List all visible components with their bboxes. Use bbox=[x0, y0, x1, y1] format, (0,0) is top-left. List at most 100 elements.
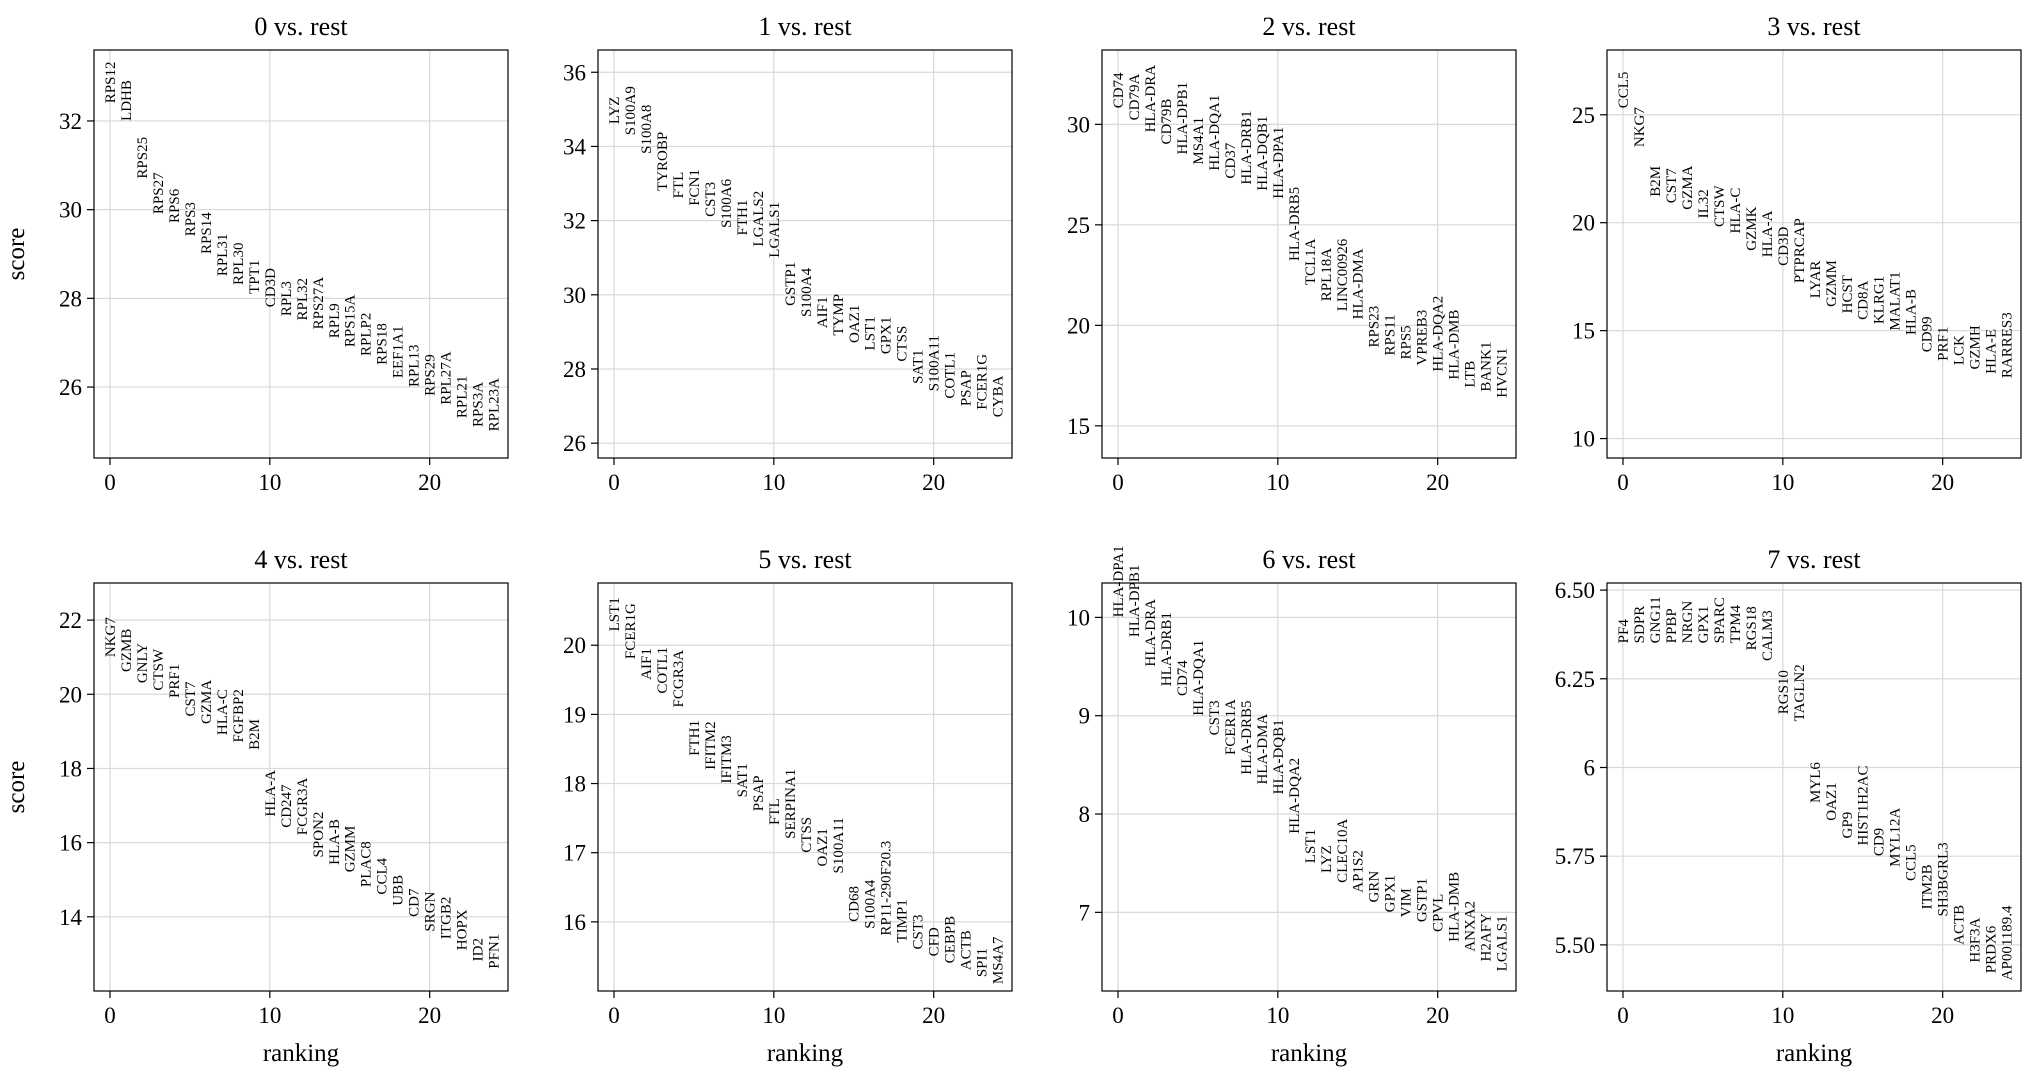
gene-label: CCL5 bbox=[1616, 72, 1632, 109]
gene-label: CD99 bbox=[1920, 316, 1936, 352]
gene-label: RPS15A bbox=[343, 294, 359, 347]
gene-label: ITM2B bbox=[1920, 864, 1936, 909]
x-tick-label: 20 bbox=[922, 470, 945, 495]
gene-label: HLA-DQB1 bbox=[1255, 116, 1271, 191]
gene-label: HLA-DPB1 bbox=[1175, 82, 1191, 155]
gene-label: HCST bbox=[1840, 275, 1856, 313]
gene-label: MYL12A bbox=[1888, 807, 1904, 866]
gene-label: GZMA bbox=[1680, 165, 1696, 209]
gene-label: MALAT1 bbox=[1888, 271, 1904, 330]
gene-label: RGS18 bbox=[1744, 606, 1760, 650]
gene-label: VPREB3 bbox=[1415, 310, 1431, 366]
gene-label: CD3D bbox=[263, 268, 279, 307]
gene-label: HLA-DMA bbox=[1255, 714, 1271, 785]
gene-label: PSAP bbox=[751, 775, 767, 811]
gene-label: CST7 bbox=[1664, 168, 1680, 204]
gene-label: HLA-DRA bbox=[1143, 599, 1159, 667]
gene-label: LYAR bbox=[1808, 261, 1824, 299]
gene-label: HIST1H2AC bbox=[1856, 766, 1872, 846]
gene-label: RPS11 bbox=[1383, 314, 1399, 355]
x-axis-label: ranking bbox=[767, 1040, 844, 1067]
x-tick-label: 0 bbox=[1112, 470, 1124, 495]
gene-label: CD247 bbox=[279, 784, 295, 828]
x-axis-label: ranking bbox=[263, 1040, 340, 1067]
gene-label: FTH1 bbox=[687, 720, 703, 756]
gene-label: CPVL bbox=[1431, 894, 1447, 932]
x-tick-label: 0 bbox=[608, 470, 620, 495]
x-tick-label: 20 bbox=[418, 1003, 441, 1028]
gene-label: CTSS bbox=[895, 326, 911, 362]
y-tick-label: 10 bbox=[1572, 427, 1595, 452]
gene-label: OAZ1 bbox=[815, 828, 831, 866]
gene-label: RPL23A bbox=[487, 378, 503, 432]
axes-frame bbox=[1606, 582, 2022, 992]
gene-label: SERPINA1 bbox=[783, 769, 799, 839]
y-tick-label: 16 bbox=[563, 910, 586, 935]
gene-label: RPL30 bbox=[231, 243, 247, 286]
gene-label: GSTP1 bbox=[783, 262, 799, 306]
y-tick-label: 9 bbox=[1079, 704, 1091, 729]
gene-label: RPL18A bbox=[1319, 248, 1335, 302]
y-tick-label: 18 bbox=[59, 756, 82, 781]
x-tick-label: 0 bbox=[104, 1003, 116, 1028]
gene-label: CD79B bbox=[1159, 99, 1175, 145]
gene-label: RPS6 bbox=[167, 188, 183, 223]
gene-label: HOPX bbox=[455, 909, 471, 950]
gene-label: HLA-DRB1 bbox=[1239, 110, 1255, 184]
gene-label: HLA-DQA2 bbox=[1431, 296, 1447, 372]
gene-label: OAZ1 bbox=[1824, 782, 1840, 820]
gene-label: HLA-DQA2 bbox=[1287, 758, 1303, 834]
x-tick-label: 0 bbox=[1617, 470, 1629, 495]
gene-label: CST7 bbox=[183, 681, 199, 717]
gene-label: RPL9 bbox=[327, 303, 343, 338]
gene-label: HLA-E bbox=[1984, 329, 2000, 374]
y-tick-label: 25 bbox=[1067, 213, 1090, 238]
gene-label: LDHB bbox=[119, 80, 135, 121]
gene-label: HLA-DRB5 bbox=[1287, 187, 1303, 261]
y-tick-label: 26 bbox=[59, 375, 82, 400]
y-tick-label: 17 bbox=[563, 841, 586, 866]
x-tick-label: 10 bbox=[762, 1003, 785, 1028]
gene-label: RPL3 bbox=[279, 281, 295, 316]
gene-label: AIF1 bbox=[815, 297, 831, 329]
x-tick-label: 0 bbox=[608, 1003, 620, 1028]
y-tick-label: 20 bbox=[59, 682, 82, 707]
gene-label: LST1 bbox=[863, 316, 879, 350]
y-tick-label: 32 bbox=[59, 109, 82, 134]
gene-label: SH3BGRL3 bbox=[1936, 842, 1952, 916]
gene-label: PPBP bbox=[1664, 608, 1680, 643]
gene-label: CTSW bbox=[151, 648, 167, 691]
gene-label: BANK1 bbox=[1479, 342, 1495, 392]
gene-label: FCGR3A bbox=[671, 650, 687, 708]
y-tick-label: 30 bbox=[1067, 112, 1090, 137]
gene-label: CD79A bbox=[1127, 74, 1143, 121]
gene-label: RPS27A bbox=[311, 277, 327, 330]
gene-label: HLA-C bbox=[215, 689, 231, 735]
gene-label: CYBA bbox=[991, 375, 1007, 417]
y-axis-label: score bbox=[3, 228, 30, 281]
gene-label: SPI1 bbox=[975, 948, 991, 977]
x-tick-label: 10 bbox=[258, 1003, 281, 1028]
gene-label: PRF1 bbox=[1936, 327, 1952, 361]
gene-label: B2M bbox=[1648, 166, 1664, 197]
x-tick-label: 0 bbox=[1112, 1003, 1124, 1028]
y-tick-label: 25 bbox=[1572, 103, 1595, 128]
y-tick-label: 5.50 bbox=[1555, 933, 1595, 958]
gene-label: GNLY bbox=[135, 643, 151, 683]
y-tick-label: 30 bbox=[563, 283, 586, 308]
gene-label: RPS5 bbox=[1399, 325, 1415, 359]
gene-label: IFITM3 bbox=[719, 735, 735, 783]
gene-label: RPS3A bbox=[471, 382, 487, 427]
panel-title: 3 vs. rest bbox=[1767, 12, 1861, 41]
y-tick-label: 5.75 bbox=[1555, 844, 1595, 869]
gene-label: SPON2 bbox=[311, 812, 327, 858]
y-tick-label: 15 bbox=[1572, 319, 1595, 344]
gene-label: RPL32 bbox=[295, 278, 311, 321]
y-tick-label: 28 bbox=[59, 286, 82, 311]
y-tick-label: 16 bbox=[59, 831, 82, 856]
gene-label: RPS18 bbox=[375, 323, 391, 365]
gene-label: RPS12 bbox=[103, 62, 119, 104]
gene-label: RPL21 bbox=[455, 376, 471, 419]
y-tick-label: 20 bbox=[1067, 313, 1090, 338]
gene-label: LGALS1 bbox=[1495, 915, 1511, 971]
